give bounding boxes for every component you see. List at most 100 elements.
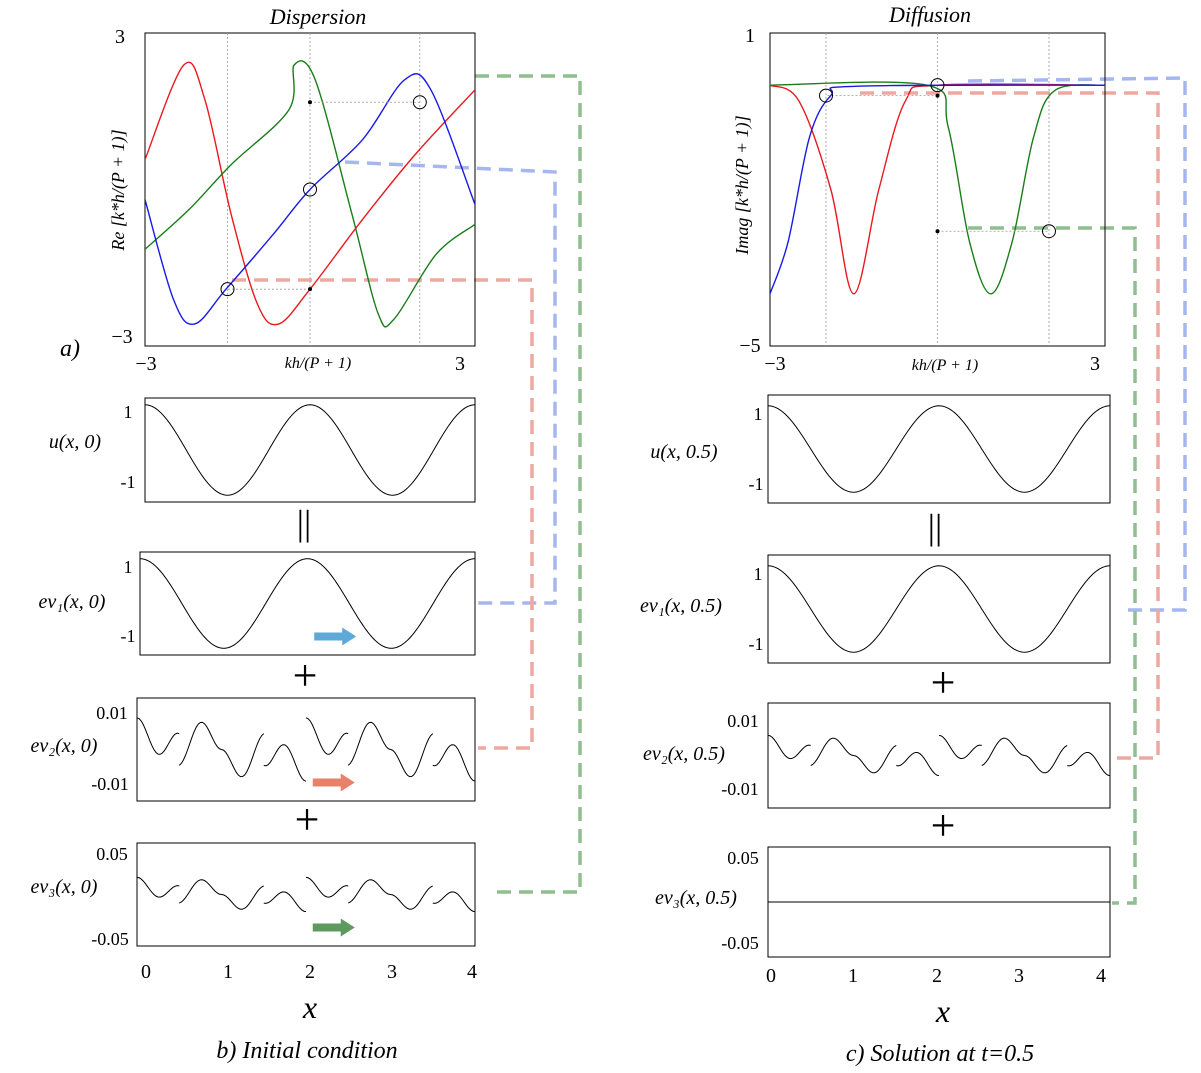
b-ev3-frame [136, 842, 476, 947]
b-ev2-segment-4 [305, 717, 349, 755]
equals-operator-b: || [297, 503, 311, 543]
b-ev1-direction-arrow [314, 627, 357, 646]
xtick-c-1: 1 [848, 965, 858, 987]
ytick-b-u-bottom: -1 [121, 472, 136, 492]
b-ev2-segment-5 [347, 721, 391, 766]
b-ev3-segment-3 [263, 891, 307, 913]
b-ev2-segment-7 [432, 744, 476, 782]
diffusion-series-blue [770, 84, 1105, 295]
ytick-c-ev1-top: 1 [754, 564, 763, 584]
b-ev3-segment-5 [348, 879, 391, 904]
panel-label-a: a) [60, 336, 80, 362]
plot-b-u: u(x, 0) 1 -1 [49, 402, 136, 492]
diffusion-xlabel: kh/(P + 1) [912, 357, 978, 374]
b-ev2-segment-6 [390, 733, 434, 778]
ytick-b-ev3-top: 0.05 [96, 844, 128, 864]
ytick-b-ev2-bottom: -0.01 [91, 774, 129, 794]
ytick-c-ev2-bottom: -0.01 [721, 779, 759, 799]
plot-b-ev1: ev₁(x, 0) 1 -1 [39, 557, 136, 646]
c-ev2-segment-0 [767, 734, 811, 760]
dispersion-series-blue [145, 73, 475, 326]
diffusion-ytick-bottom: −5 [739, 335, 760, 357]
ytick-c-u-bottom: -1 [749, 474, 764, 494]
caption-b: b) Initial condition [216, 1038, 397, 1064]
plot-c-ev2: ev₂(x, 0.5) 0.01 -0.01 [643, 711, 759, 799]
ytick-b-u-top: 1 [124, 402, 133, 422]
c-ev2-segment-7 [1067, 751, 1111, 777]
ylabel-b-ev3: ev₃(x, 0) [31, 876, 98, 898]
dispersion-ytick-bottom: −3 [111, 326, 132, 348]
b-ev3-segment-0 [136, 876, 180, 898]
equals-operator-c: || [928, 507, 942, 547]
xlabel-c: x [935, 993, 950, 1029]
x-ticks-b: 0 1 2 3 4 x [141, 961, 477, 1025]
diffusion-open-marker-2 [1041, 224, 1056, 239]
dispersion-dot-marker-0 [308, 287, 312, 292]
ylabel-b-ev2: ev₂(x, 0) [31, 735, 98, 757]
plot-c-ev3: ev₃(x, 0.5) 0.05 -0.05 [655, 848, 759, 953]
b-ev3-direction-arrow [312, 918, 355, 937]
b-ev3-segment-4 [305, 876, 349, 898]
xtick-c-0: 0 [766, 965, 776, 987]
dispersion-xlabel: kh/(P + 1) [285, 355, 351, 372]
b-u-frame [144, 397, 476, 503]
connector-blue-b [344, 160, 557, 605]
b-ev1-curve [139, 558, 476, 649]
c-ev2-frame [767, 702, 1111, 809]
ylabel-b-u: u(x, 0) [49, 431, 102, 453]
diffusion-open-marker-0 [819, 88, 834, 103]
b-u-curve [144, 404, 476, 496]
dispersion-dot-marker-1 [308, 100, 312, 105]
plot-b-ev2: ev₂(x, 0) 0.01 -0.01 [31, 703, 129, 794]
b-ev3-segment-2 [221, 885, 264, 910]
plot-b-ev3: ev₃(x, 0) 0.05 -0.05 [31, 844, 129, 949]
xtick-b-1: 1 [223, 961, 233, 983]
c-ev2-segment-6 [1024, 744, 1068, 774]
dispersion-title: Dispersion [269, 4, 367, 29]
dispersion-plot: Dispersion a) 3 −3 −3 3 kh/(P + 1) Re [k… [60, 4, 465, 375]
b-ev3-segment-6 [390, 885, 433, 910]
b-ev2-segment-3 [263, 744, 307, 782]
diffusion-dot-marker-1 [935, 229, 940, 234]
b-ev1-frame [139, 551, 476, 656]
c-ev2-segment-5 [981, 737, 1025, 767]
c-u-curve [767, 405, 1111, 493]
ylabel-b-ev1: ev₁(x, 0) [39, 591, 106, 613]
xtick-b-4: 4 [467, 961, 477, 983]
ytick-b-ev1-top: 1 [124, 557, 133, 577]
c-ev2-segment-4 [938, 734, 982, 760]
diffusion-ylabel: Imag [k*h/(P + 1)] [732, 115, 753, 255]
xtick-c-2: 2 [932, 965, 942, 987]
dispersion-xtick-left: −3 [135, 353, 156, 375]
dispersion-series-red [145, 61, 475, 326]
ytick-c-ev2-top: 0.01 [727, 711, 759, 731]
c-ev2-segment-2 [853, 744, 897, 774]
ylabel-c-u: u(x, 0.5) [650, 441, 718, 463]
ytick-b-ev1-bottom: -1 [121, 626, 136, 646]
x-ticks-c: 0 1 2 3 4 x [766, 965, 1106, 1029]
b-ev2-direction-arrow [312, 773, 355, 792]
ytick-b-ev2-top: 0.01 [96, 703, 128, 723]
plot-c-u: u(x, 0.5) 1 -1 [650, 404, 763, 494]
b-ev2-segment-0 [136, 717, 180, 755]
dispersion-xtick-right: 3 [455, 353, 465, 375]
ytick-c-ev3-top: 0.05 [727, 848, 759, 868]
diffusion-xtick-left: −3 [764, 353, 785, 375]
caption-c: c) Solution at t=0.5 [846, 1041, 1034, 1067]
b-ev2-frame [136, 697, 476, 802]
ytick-c-u-top: 1 [754, 404, 763, 424]
connector-red-b [232, 278, 534, 750]
b-ev2-segment-2 [221, 733, 265, 778]
xtick-b-0: 0 [141, 961, 151, 983]
c-ev2-segment-3 [896, 751, 940, 777]
plus-operator-c-2: + [931, 801, 956, 850]
xtick-c-4: 4 [1096, 965, 1106, 987]
connector-lines [232, 74, 1187, 905]
ylabel-c-ev2: ev₂(x, 0.5) [643, 743, 725, 765]
ylabel-c-ev3: ev₃(x, 0.5) [655, 887, 737, 909]
c-ev1-curve [767, 565, 1111, 653]
b-ev3-segment-7 [432, 891, 476, 913]
ytick-b-ev3-bottom: -0.05 [91, 929, 129, 949]
operators: || + + || + + [293, 503, 956, 850]
